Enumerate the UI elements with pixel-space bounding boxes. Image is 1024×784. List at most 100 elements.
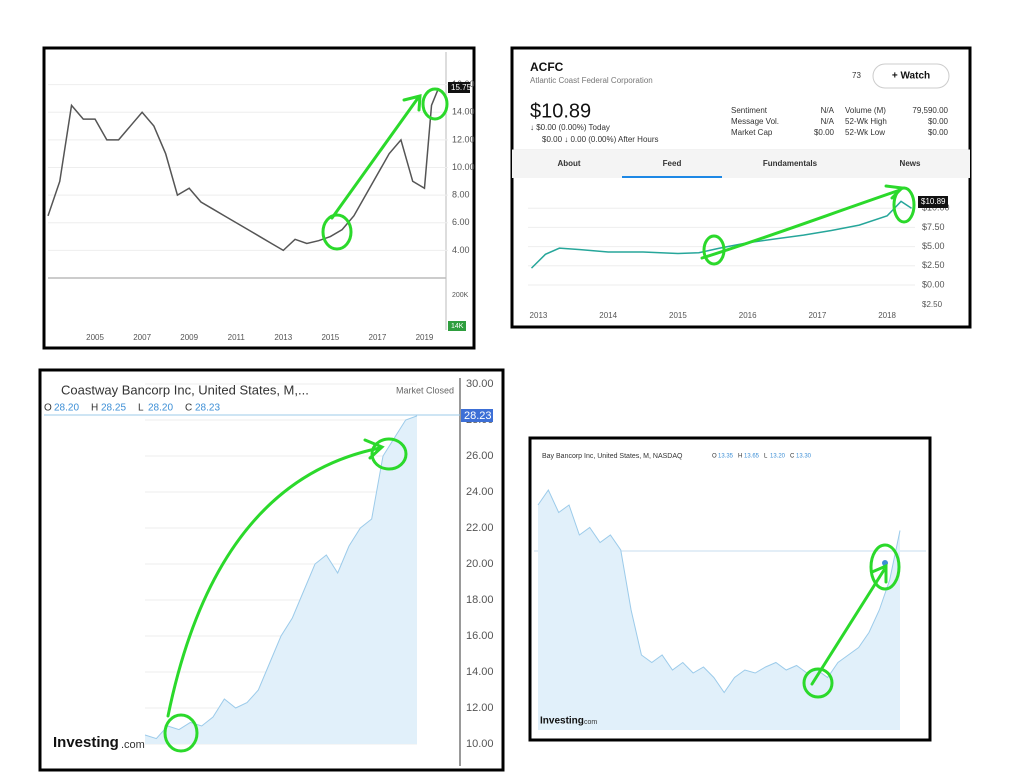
company-name: Atlantic Coast Federal Corporation bbox=[530, 76, 653, 85]
ohlc-key: H bbox=[91, 403, 98, 414]
watchers: 73 bbox=[852, 71, 861, 80]
y-tick-label: $7.50 bbox=[922, 222, 945, 232]
y-tick-label: 24.00 bbox=[466, 486, 494, 498]
logo-suffix: .com bbox=[121, 739, 145, 751]
ohlc-key: L bbox=[764, 454, 768, 460]
ohlc-key: O bbox=[712, 454, 717, 460]
stat-cell: $0.00 bbox=[928, 128, 949, 137]
ohlc-key: O bbox=[44, 403, 52, 414]
y-tick-label: 26.00 bbox=[466, 450, 494, 462]
last-price-badge bbox=[461, 409, 493, 422]
y-tick-label: 4.00 bbox=[452, 245, 470, 255]
price: $10.89 bbox=[530, 100, 591, 122]
tab-label: Feed bbox=[663, 159, 682, 168]
x-tick-label: 2016 bbox=[739, 311, 757, 320]
panel-frame bbox=[42, 46, 476, 350]
stat-cell: N/A bbox=[821, 106, 835, 115]
logo: Investing bbox=[53, 734, 119, 751]
price-area bbox=[538, 490, 900, 730]
ohlc-value: 13.30 bbox=[796, 454, 812, 460]
price-line bbox=[537, 488, 901, 694]
price-area bbox=[145, 415, 417, 744]
x-tick-label: 2015 bbox=[669, 311, 687, 320]
tab-bar bbox=[512, 150, 970, 178]
hand-annotations bbox=[163, 87, 916, 753]
after-hours: $0.00 ↓ 0.00 (0.00%) After Hours bbox=[542, 135, 659, 144]
x-tick-label: 2018 bbox=[878, 311, 896, 320]
circle-mark bbox=[370, 437, 408, 471]
today-change: ↓ $0.00 (0.00%) Today bbox=[530, 123, 610, 132]
logo-suffix: .com bbox=[582, 719, 597, 726]
last-price-label: $10.89 bbox=[921, 197, 946, 206]
arrow-mark bbox=[166, 438, 385, 718]
y-tick-label: $2.50 bbox=[922, 260, 945, 270]
ohlc-key: C bbox=[185, 403, 192, 414]
ohlc-value: 28.25 bbox=[101, 403, 126, 414]
stat-cell: Message Vol. bbox=[731, 117, 779, 126]
volume-label: 14K bbox=[451, 323, 464, 330]
last-price-badge bbox=[918, 196, 948, 208]
x-tick-label: 2007 bbox=[133, 333, 151, 342]
y-tick-label: 10.00 bbox=[452, 162, 475, 172]
stat-cell: $0.00 bbox=[928, 117, 949, 126]
y-tick-label: 14.00 bbox=[466, 666, 494, 678]
stat-cell: 52-Wk High bbox=[845, 117, 887, 126]
y-tick-label: $0.00 bbox=[922, 279, 945, 289]
tab-label: News bbox=[900, 159, 921, 168]
ohlc-key: C bbox=[790, 454, 795, 460]
x-tick-label: 2013 bbox=[274, 333, 292, 342]
last-price-label: 28.23 bbox=[464, 410, 492, 422]
market-status: Market Closed bbox=[396, 385, 454, 395]
x-tick-label: 2009 bbox=[180, 333, 198, 342]
y-tick-label: 22.00 bbox=[466, 522, 494, 534]
y-tick-label: 8.00 bbox=[452, 190, 470, 200]
arrow-mark bbox=[810, 563, 888, 686]
watch-button[interactable] bbox=[872, 63, 950, 89]
chart-title: Bay Bancorp Inc, United States, M, NASDA… bbox=[542, 453, 683, 460]
chart-title: Coastway Bancorp Inc, United States, M,.… bbox=[61, 382, 309, 397]
logo: Investing bbox=[540, 716, 584, 727]
y-tick-label: 30.00 bbox=[466, 378, 494, 390]
x-tick-label: 2015 bbox=[321, 333, 339, 342]
ohlc-value: 28.20 bbox=[54, 403, 79, 414]
stat-cell: $0.00 bbox=[814, 128, 835, 137]
circle-mark bbox=[163, 713, 199, 753]
ohlc-value: 28.23 bbox=[195, 403, 220, 414]
y-tick-label: 20.00 bbox=[466, 558, 494, 570]
stat-cell: 79,590.00 bbox=[912, 106, 948, 115]
x-tick-label: 2017 bbox=[808, 311, 826, 320]
circle-mark bbox=[869, 543, 901, 591]
y-tick-label: 12.00 bbox=[452, 134, 475, 144]
watch-button-label: + Watch bbox=[892, 71, 930, 82]
last-price-label: 15.75 bbox=[451, 83, 472, 92]
circle-mark bbox=[421, 87, 449, 121]
volume-badge bbox=[448, 321, 466, 331]
y-tick-label: 10.00 bbox=[466, 738, 494, 750]
arrow-mark bbox=[330, 94, 422, 220]
x-tick-label: 2013 bbox=[530, 311, 548, 320]
price-line bbox=[530, 200, 912, 269]
tab-label: Fundamentals bbox=[763, 159, 818, 168]
stat-cell: Market Cap bbox=[731, 128, 773, 137]
ohlc-key: H bbox=[738, 454, 742, 460]
stat-cell: N/A bbox=[821, 117, 835, 126]
ticker: ACFC bbox=[530, 60, 564, 74]
circle-mark bbox=[321, 213, 353, 251]
y-tick-label: 6.00 bbox=[452, 217, 470, 227]
x-tick-label: 2017 bbox=[369, 333, 387, 342]
price-line bbox=[47, 87, 440, 252]
circle-mark bbox=[802, 667, 834, 699]
y-tick-label: 18.00 bbox=[466, 594, 494, 606]
y-tick-label: $5.00 bbox=[922, 241, 945, 251]
x-tick-label: 2019 bbox=[416, 333, 434, 342]
ohlc-value: 13.65 bbox=[744, 454, 760, 460]
ohlc-value: 13.35 bbox=[718, 454, 734, 460]
tab-label: About bbox=[557, 159, 580, 168]
x-tick-label: 2011 bbox=[228, 333, 246, 342]
circle-mark bbox=[892, 186, 916, 224]
x-tick-label: 2014 bbox=[599, 311, 617, 320]
y-tick-label: 14.00 bbox=[452, 107, 475, 117]
last-price-badge bbox=[448, 82, 470, 93]
y-tick-label: 16.00 bbox=[466, 630, 494, 642]
